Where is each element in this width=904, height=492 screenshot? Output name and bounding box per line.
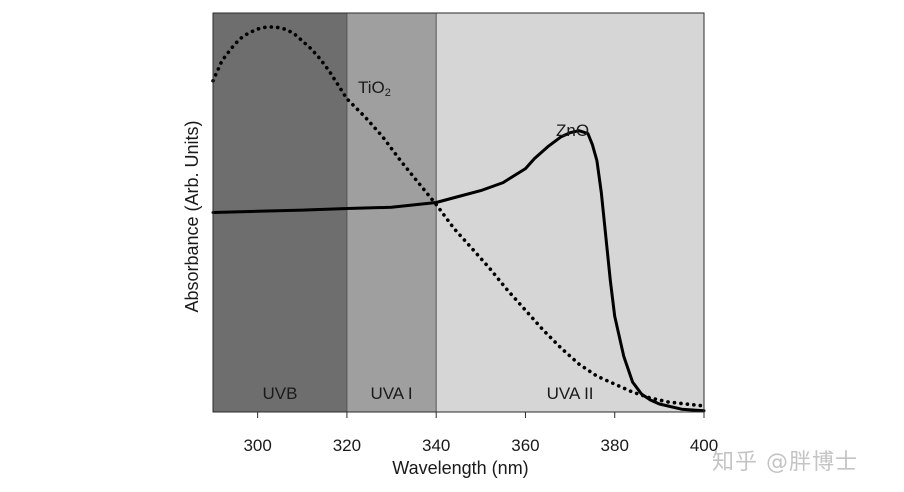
x-tick-label: 320 — [333, 436, 361, 455]
x-tick-label: 300 — [243, 436, 271, 455]
x-tick-label: 360 — [511, 436, 539, 455]
x-tick-label: 380 — [601, 436, 629, 455]
plot-frame — [212, 12, 705, 413]
region-label-uvb: UVB — [262, 384, 297, 403]
series-line-zno — [211, 129, 706, 413]
series-label-zno: ZnO — [556, 121, 589, 140]
region-labels: UVB UVA I UVA II — [262, 384, 593, 403]
uv-regions — [213, 13, 704, 412]
x-axis-label: Wavelength (nm) — [392, 458, 528, 478]
series-line-tio — [211, 25, 706, 408]
series-labels: TiO2 ZnO — [358, 78, 589, 140]
x-tick-label: 400 — [690, 436, 718, 455]
series-label-tio2: TiO2 — [358, 78, 391, 99]
region-uva-ii — [436, 13, 704, 412]
region-label-uva-i: UVA I — [370, 384, 412, 403]
watermark: 知乎 @胖博士 — [712, 450, 858, 475]
y-axis-label: Absorbance (Arb. Units) — [182, 120, 202, 312]
region-label-uva-ii: UVA II — [547, 384, 594, 403]
plot-lines — [211, 25, 706, 413]
x-tick-label: 340 — [422, 436, 450, 455]
region-uva-i — [346, 13, 437, 412]
x-axis-ticks: 300 320 340 360 380 400 — [243, 412, 718, 455]
